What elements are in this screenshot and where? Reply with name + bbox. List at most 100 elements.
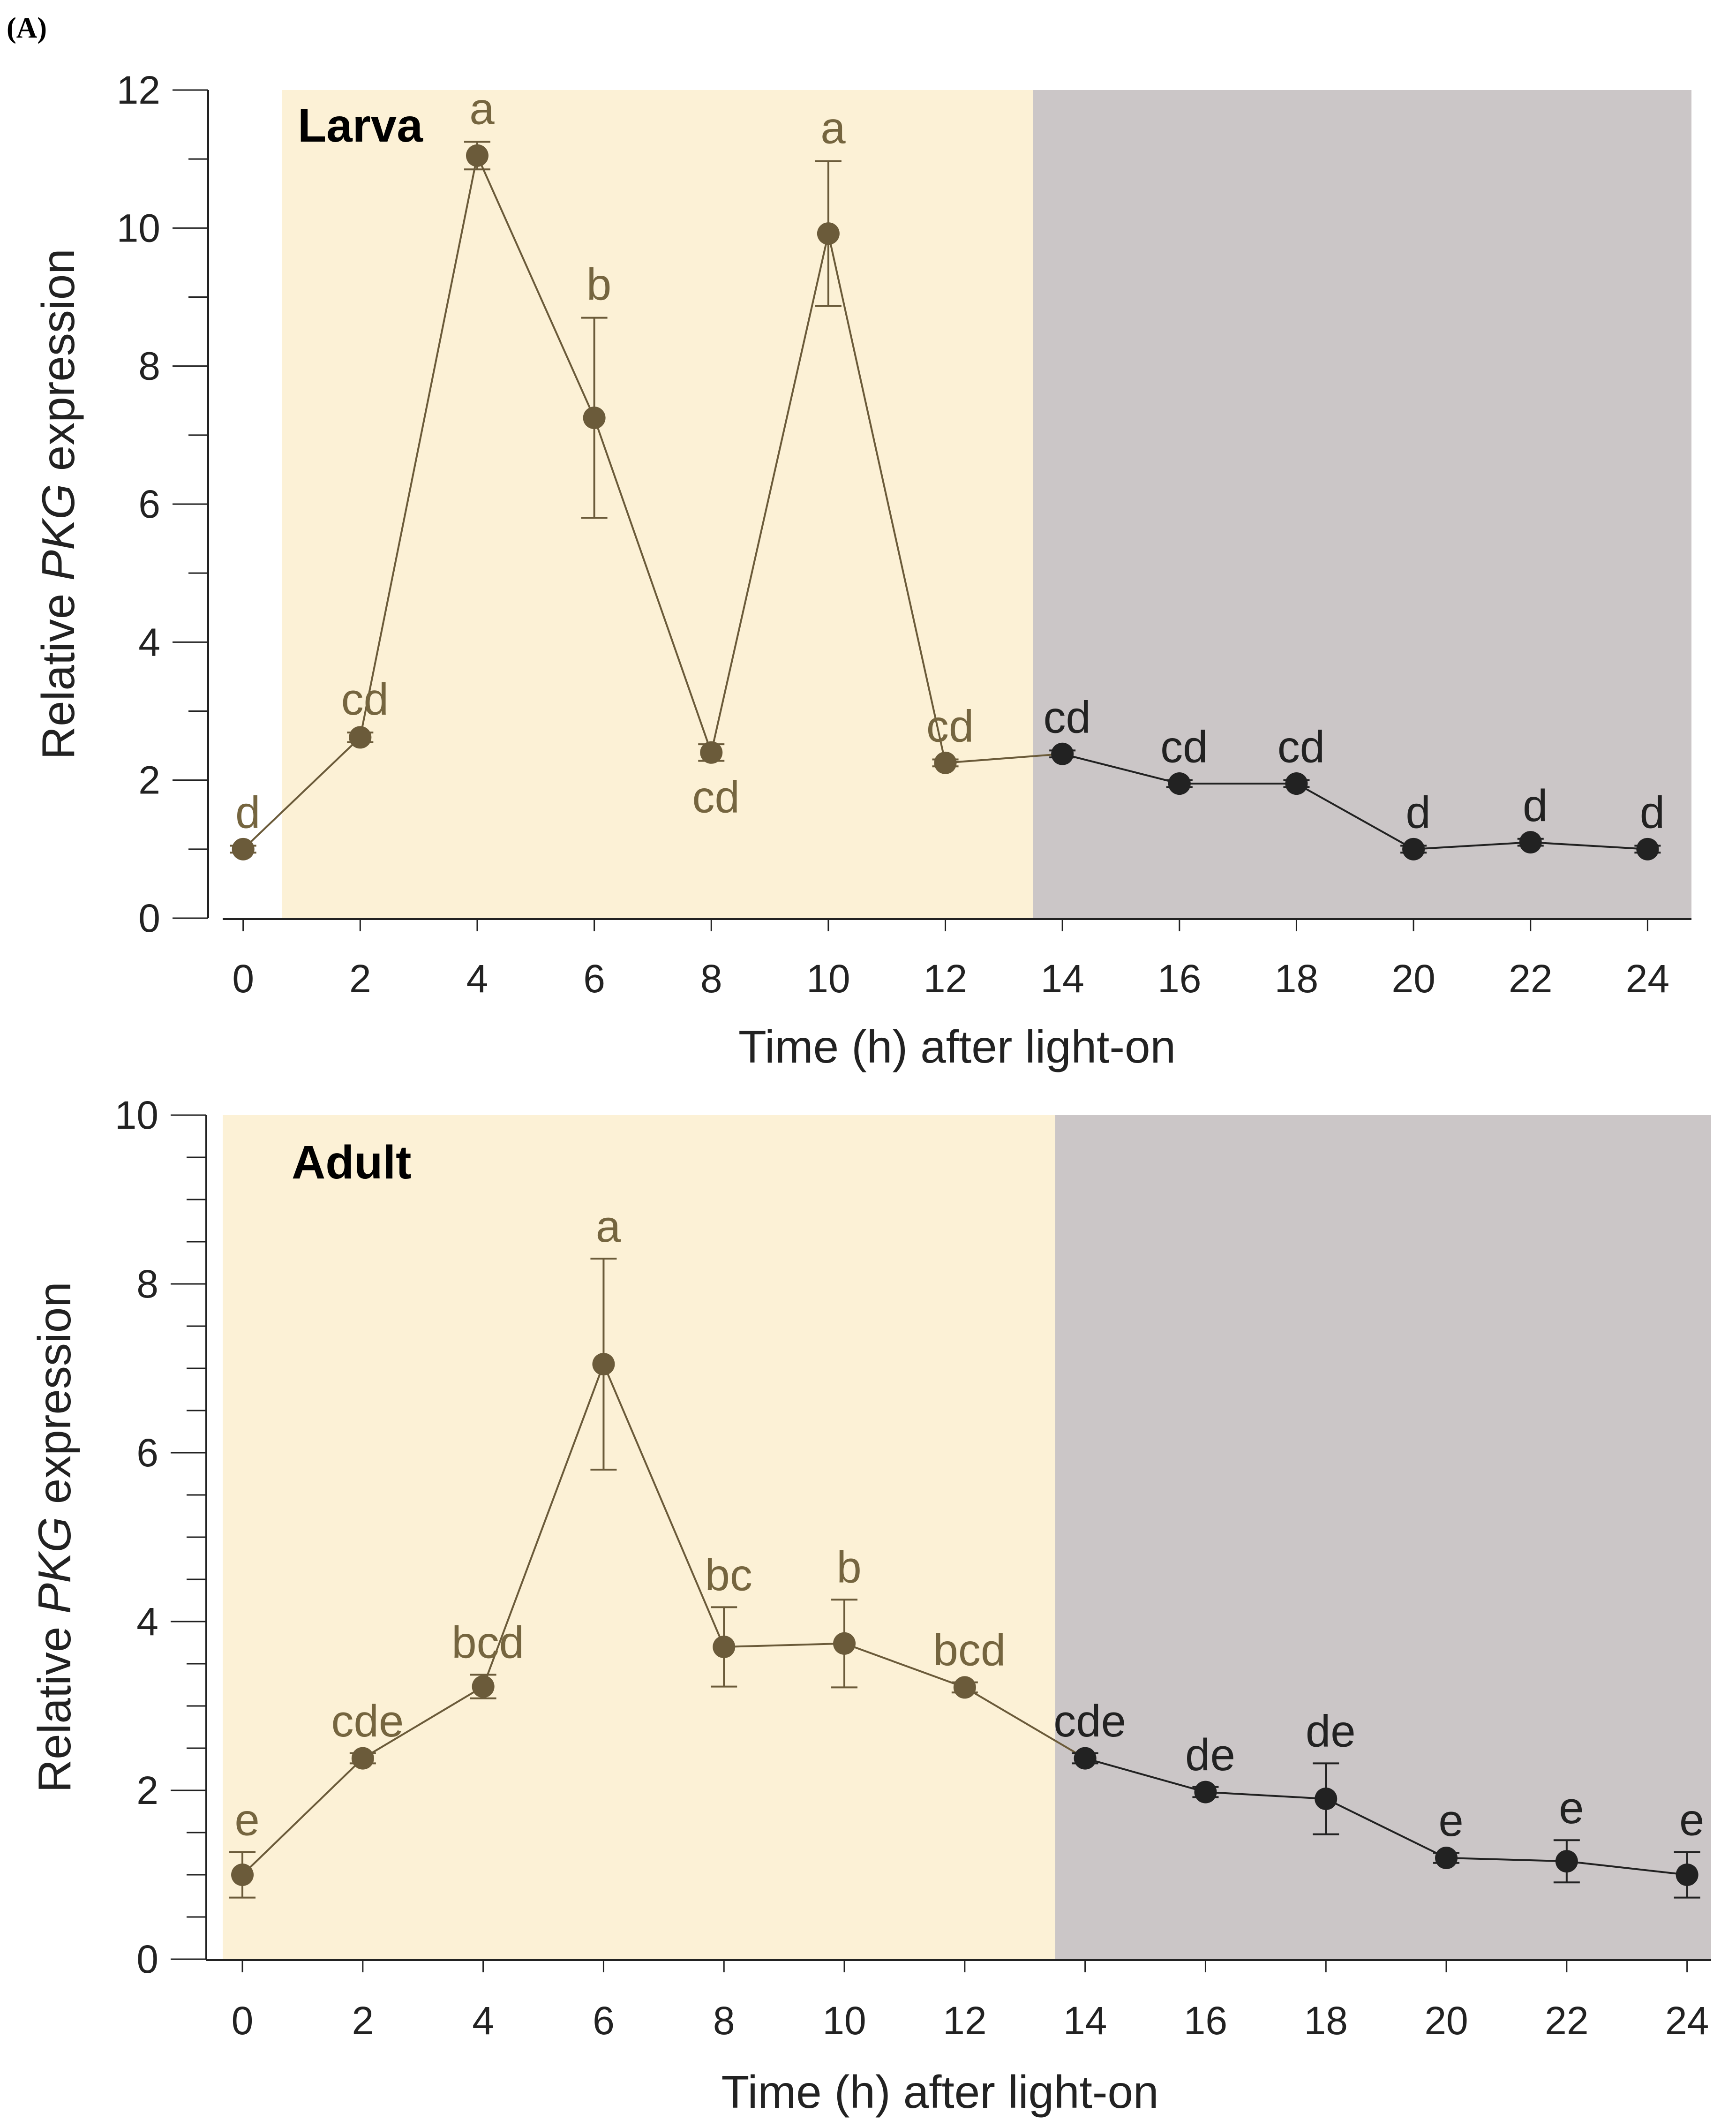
x-axis-title: Time (h) after light-on <box>738 1021 1176 1072</box>
y-tick-label: 2 <box>136 1768 158 1812</box>
significance-letter: cd <box>341 674 389 724</box>
x-tick-label: 16 <box>1157 957 1201 1001</box>
data-point <box>1051 742 1074 765</box>
series-line-segment <box>1566 1860 1687 1876</box>
x-tick-label: 4 <box>472 1999 494 2043</box>
significance-letter: d <box>1405 787 1430 838</box>
series-line-segment <box>844 1642 965 1689</box>
y-tick-label: 6 <box>138 482 160 526</box>
series-line-segment <box>1413 841 1531 850</box>
y-axis-title: Relative PKG expression <box>32 249 84 759</box>
y-tick-label: 4 <box>136 1600 158 1644</box>
x-tick-label: 24 <box>1665 1999 1709 2043</box>
x-tick-label: 24 <box>1626 957 1669 1001</box>
data-point <box>953 1676 976 1699</box>
significance-letter: cde <box>1053 1696 1126 1746</box>
figure-panel-label: (A) <box>7 12 47 44</box>
x-tick-label: 20 <box>1424 1999 1468 2043</box>
significance-letter: b <box>836 1542 861 1592</box>
series-line-segment <box>1085 1757 1206 1793</box>
significance-letter: e <box>1438 1796 1463 1846</box>
x-tick-label: 2 <box>352 1999 374 2043</box>
y-tick-label: 8 <box>138 344 160 388</box>
data-point <box>1435 1847 1458 1869</box>
chart-title: Larva <box>298 99 423 152</box>
x-tick-label: 10 <box>822 1999 866 2043</box>
data-point <box>472 1675 495 1698</box>
significance-letter: bc <box>705 1550 752 1600</box>
significance-letter: a <box>469 83 495 134</box>
y-axis-title-part: PKG <box>29 1517 80 1614</box>
data-point <box>1519 831 1542 854</box>
series-line-segment <box>1325 1798 1447 1859</box>
x-tick-label: 14 <box>1063 1999 1107 2043</box>
significance-letter: a <box>596 1201 621 1252</box>
x-tick-label: 18 <box>1275 957 1318 1001</box>
significance-letter: e <box>1679 1795 1704 1845</box>
series-line-segment <box>482 1364 605 1687</box>
data-point <box>817 222 840 245</box>
y-tick-label: 10 <box>115 1093 158 1137</box>
significance-letter: cd <box>1160 722 1208 772</box>
y-tick-label: 4 <box>138 620 160 664</box>
x-tick-label: 14 <box>1040 957 1084 1001</box>
y-tick-label: 8 <box>136 1262 158 1306</box>
chart-title: Adult <box>292 1136 411 1189</box>
x-tick-label: 8 <box>700 957 722 1001</box>
data-point <box>231 1864 254 1886</box>
data-point <box>1285 772 1308 795</box>
series-line-segment <box>362 1685 484 1759</box>
significance-letter: a <box>820 103 846 153</box>
series-line-segment <box>945 753 1063 764</box>
y-axis-title-part: expression <box>29 1282 80 1517</box>
y-tick-label: 10 <box>117 206 160 250</box>
data-point <box>934 751 957 774</box>
data-point <box>833 1632 856 1655</box>
series-line-segment <box>476 155 595 418</box>
data-point <box>1194 1781 1217 1804</box>
x-tick-label: 12 <box>943 1999 986 2043</box>
series-line-segment <box>359 155 478 738</box>
series-line-segment <box>710 233 829 753</box>
series-line-segment <box>1530 841 1648 850</box>
series-line-segment <box>1446 1857 1567 1863</box>
y-axis-title-part: expression <box>32 249 84 483</box>
x-tick-label: 0 <box>232 957 254 1001</box>
y-tick-label: 0 <box>136 1937 158 1981</box>
significance-letter: de <box>1306 1706 1356 1756</box>
series-line-segment <box>964 1686 1086 1759</box>
significance-letter: cd <box>926 702 974 752</box>
dark-phase-region <box>1055 1115 1711 1959</box>
x-tick-label: 8 <box>713 1999 735 2043</box>
data-point <box>1402 838 1425 860</box>
series-line-segment <box>593 417 713 753</box>
significance-letter: cd <box>692 772 740 822</box>
y-axis-title-part: PKG <box>32 483 84 581</box>
data-point <box>1315 1788 1338 1810</box>
significance-letter: cde <box>331 1696 404 1746</box>
data-point <box>466 144 488 167</box>
significance-letter: bcd <box>933 1625 1006 1675</box>
x-tick-label: 2 <box>349 957 371 1001</box>
y-axis-title-part: Relative <box>32 581 84 759</box>
significance-letter: cd <box>1278 722 1325 772</box>
significance-letter: bcd <box>451 1617 524 1668</box>
x-tick-label: 4 <box>466 957 488 1001</box>
y-tick-label: 6 <box>136 1431 158 1475</box>
series-line-segment <box>602 1364 725 1647</box>
x-tick-label: 0 <box>232 1999 254 2043</box>
data-point <box>592 1353 615 1375</box>
y-tick-label: 12 <box>117 68 160 112</box>
x-tick-label: 6 <box>583 957 605 1001</box>
significance-letter: d <box>1640 787 1665 838</box>
light-phase-region <box>282 90 1033 918</box>
series-line-segment <box>1062 753 1180 785</box>
y-axis-title-part: Relative <box>29 1614 80 1792</box>
x-tick-label: 12 <box>924 957 967 1001</box>
data-point <box>700 741 723 764</box>
dark-phase-region <box>1033 90 1691 918</box>
light-phase-region <box>223 1115 1055 1959</box>
